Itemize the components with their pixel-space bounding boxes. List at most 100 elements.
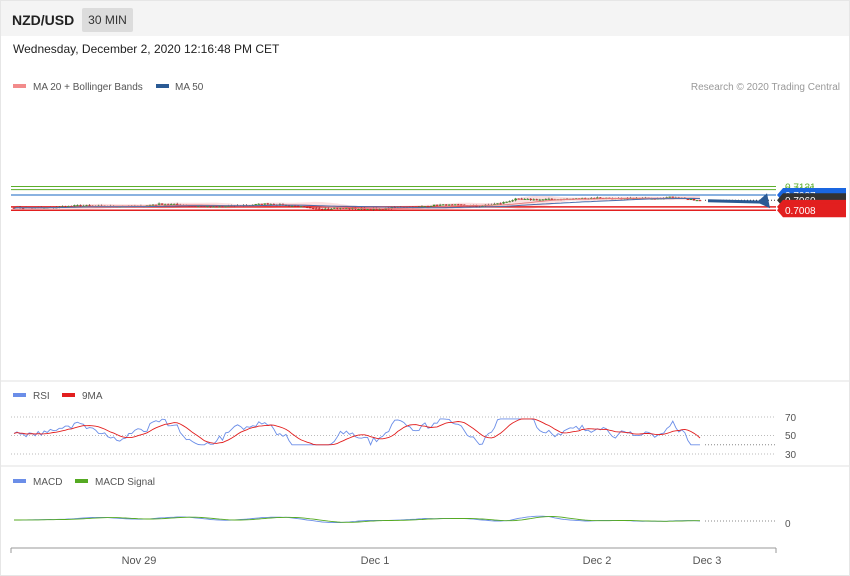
rsi-tick-50: 50 (785, 431, 797, 442)
candle-body (595, 197, 599, 199)
candle-body (212, 206, 215, 208)
candle-body (692, 198, 696, 201)
candle-body (260, 203, 264, 205)
candle-body (360, 208, 363, 210)
candle-body (88, 205, 91, 207)
candle-body (218, 206, 221, 208)
candle-body (209, 206, 212, 208)
candle-body (441, 204, 445, 206)
candle-body (157, 203, 161, 205)
candle-body (299, 206, 303, 208)
candle-body (166, 204, 170, 206)
rsi-legend-swatch (13, 393, 26, 397)
candle-body (85, 205, 88, 207)
candle-body (197, 206, 200, 208)
candle-body (254, 204, 258, 206)
candle-body (671, 196, 675, 198)
candle-body (435, 204, 439, 206)
candle-body (293, 205, 297, 207)
candle-body (499, 203, 502, 205)
candle-body (323, 208, 327, 210)
candle-body (544, 199, 548, 201)
candle-body (296, 205, 300, 207)
candle-body (206, 206, 209, 208)
candle-body (64, 206, 67, 208)
candle-body (351, 208, 354, 210)
candle-body (456, 204, 460, 206)
candle-body (598, 197, 602, 199)
ma20-line (13, 197, 701, 210)
candle-body (169, 204, 173, 206)
candle-body (200, 206, 203, 208)
candle-body (550, 198, 554, 200)
candle-body (224, 206, 227, 208)
ma50-legend-label: MA 50 (175, 82, 204, 93)
macd-signal-legend-label: MACD Signal (95, 477, 155, 488)
candle-body (665, 197, 669, 199)
candle-body (462, 204, 466, 206)
candle-body (70, 206, 73, 208)
candle-body (82, 205, 85, 207)
candle-body (432, 204, 436, 207)
candle-body (21, 207, 25, 209)
candle-body (426, 206, 430, 208)
candle-body (160, 203, 164, 205)
candle-body (317, 208, 321, 210)
candle-body (345, 208, 348, 210)
candle-body (538, 199, 542, 201)
candle-body (429, 206, 433, 208)
candle-body (342, 207, 345, 209)
candle-body (532, 199, 536, 201)
candle-body (302, 206, 306, 208)
x-tick-label: Dec 2 (583, 555, 612, 567)
candle-body (535, 199, 539, 201)
candle-body (339, 207, 342, 209)
candle-body (517, 198, 520, 200)
rsi-ma-legend-swatch (62, 393, 75, 397)
candle-body (511, 200, 514, 202)
candle-body (221, 206, 224, 208)
candle-body (698, 200, 702, 202)
candle-body (326, 208, 330, 210)
candle-body (378, 208, 381, 210)
candle-body (541, 199, 545, 201)
timeframe-badge[interactable]: 30 MIN (82, 8, 133, 32)
x-tick-label: Nov 29 (122, 555, 157, 567)
candle-body (529, 198, 533, 200)
candle-body (305, 206, 309, 208)
candle-body (203, 206, 206, 208)
candle-body (381, 208, 384, 210)
ma20-legend-label: MA 20 + Bollinger Bands (33, 82, 143, 93)
candle-body (61, 206, 64, 208)
rsi-tick-70: 70 (785, 413, 797, 424)
timestamp: Wednesday, December 2, 2020 12:16:48 PM … (13, 42, 280, 56)
candle-body (493, 203, 496, 205)
candle-body (695, 200, 699, 202)
macd-panel (14, 515, 776, 524)
macd-tick-0: 0 (785, 519, 791, 530)
candle-body (266, 203, 270, 205)
forecast-arrow (707, 199, 767, 204)
candle-body (73, 205, 76, 207)
candle-body (481, 205, 484, 207)
candle-body (263, 203, 267, 205)
candle-body (330, 208, 333, 210)
candle-body (459, 204, 463, 206)
candle-body (502, 202, 505, 204)
candle-body (67, 206, 70, 208)
candle-body (496, 203, 499, 205)
credit-text: Research © 2020 Trading Central (691, 82, 840, 93)
ma50-line (13, 197, 700, 209)
candle-body (508, 201, 511, 203)
macd-legend-label: MACD (33, 477, 62, 488)
ma20-legend-swatch (13, 84, 26, 88)
candle-body (12, 207, 16, 209)
candle-body (369, 209, 372, 211)
candle-body (172, 203, 176, 205)
candle-body (475, 205, 478, 207)
price-panel: 0.71310.71150.70870.70600.70250.7008 (11, 183, 846, 218)
forecast-arrow-head (757, 193, 770, 209)
candle-body (390, 207, 394, 209)
candle-body (689, 198, 693, 200)
